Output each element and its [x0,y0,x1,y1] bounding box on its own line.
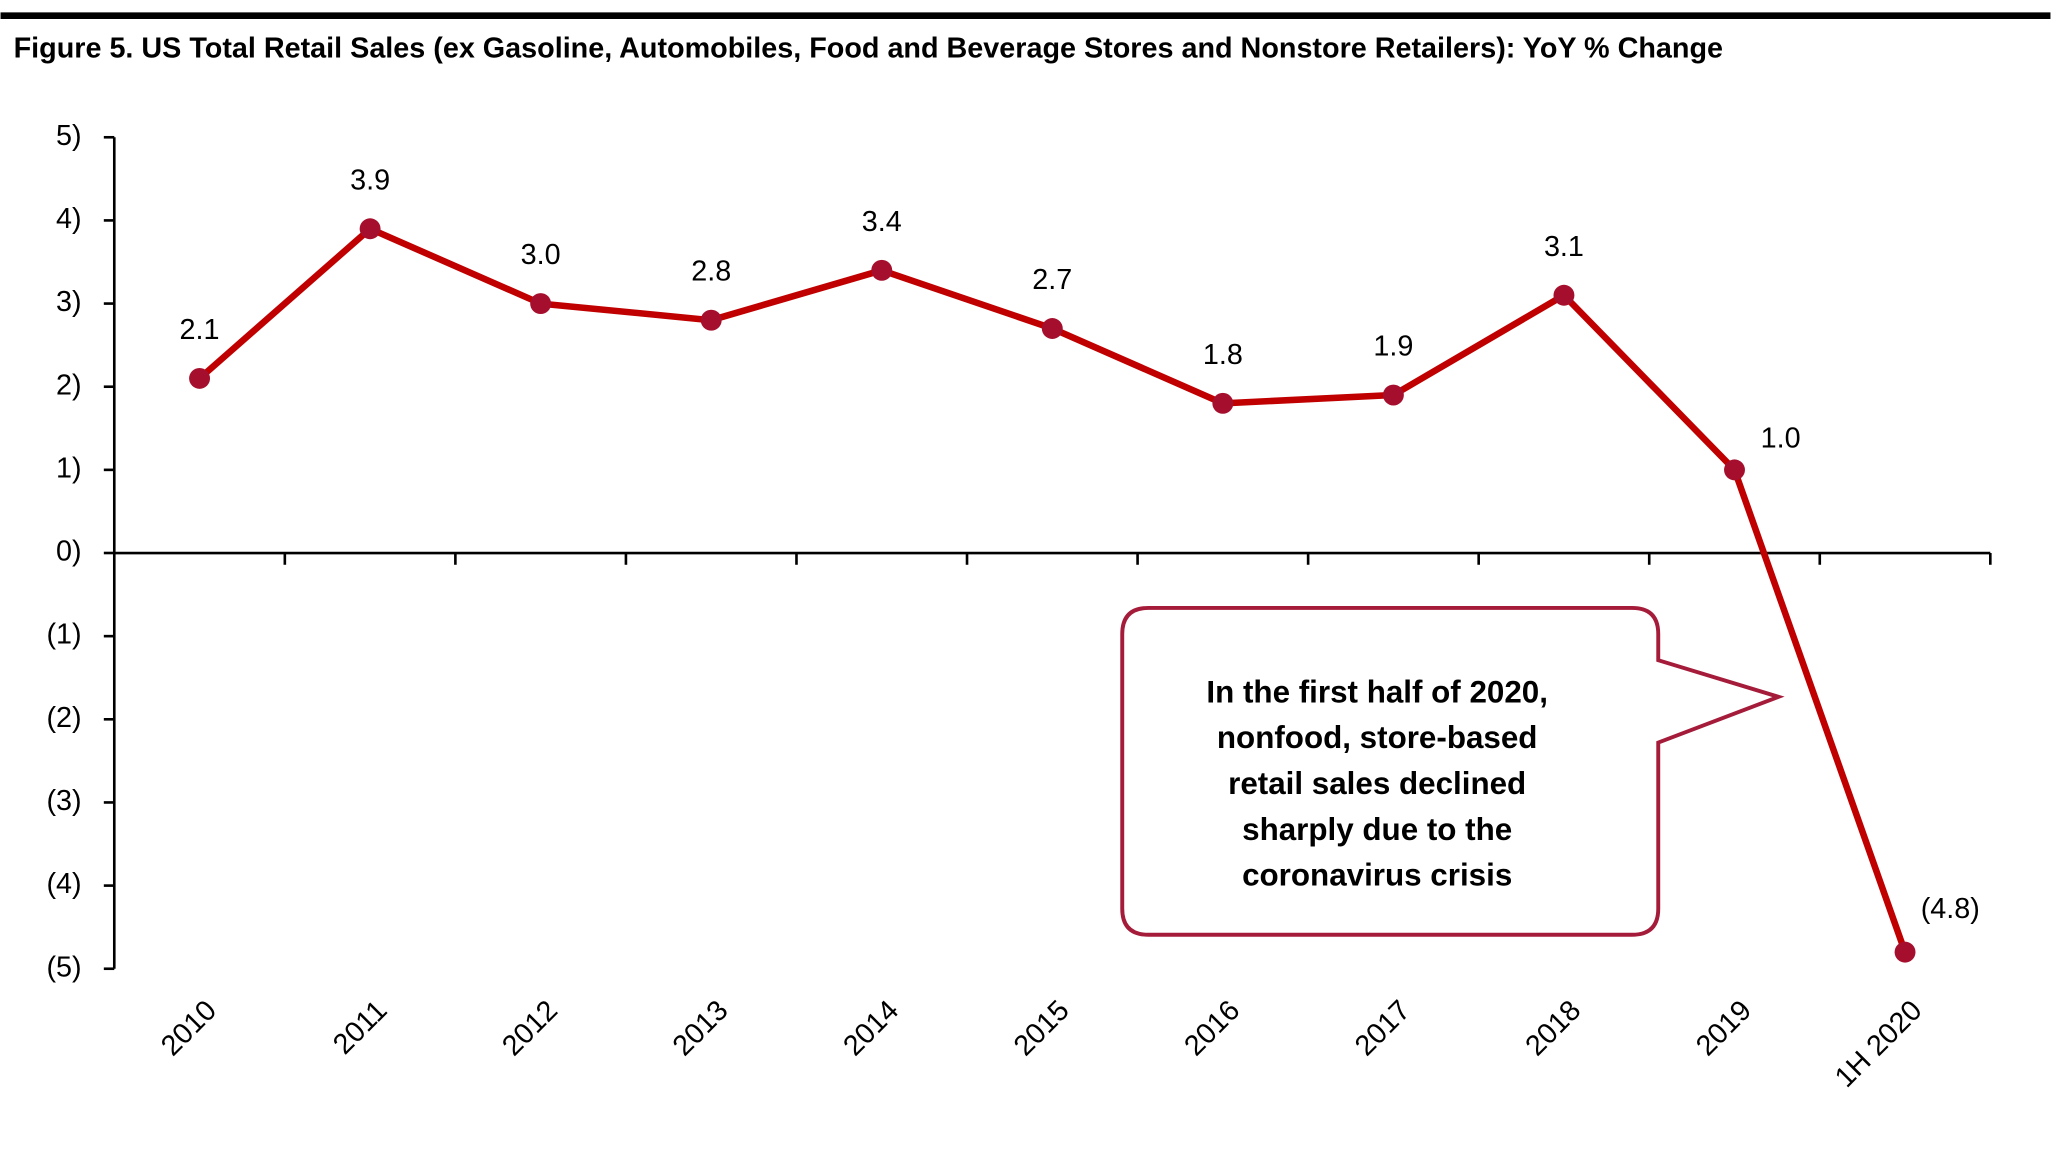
annotation-line: sharply due to the [1242,812,1512,847]
y-tick-label: (2) [46,702,81,734]
marker [189,367,211,389]
marker [1553,284,1575,306]
marker [1041,318,1063,339]
y-tick-label: (1) [46,619,81,651]
marker [700,309,722,331]
marker [1212,392,1234,414]
y-tick-label: (5) [46,951,81,983]
data-label: 3.0 [521,239,561,271]
chart-title: Figure 5. US Total Retail Sales (ex Gaso… [14,33,1723,65]
y-tick-label: 1) [56,452,82,484]
data-label: 3.9 [350,164,390,196]
data-label: 3.1 [1544,231,1584,263]
y-tick-label: (4) [46,868,81,900]
callout [1120,605,1785,937]
marker [1894,941,1916,963]
data-label: 1.0 [1761,422,1801,454]
data-label: 1.9 [1373,331,1413,363]
y-tick-label: 5) [56,120,82,152]
marker [530,293,552,315]
annotation-line: coronavirus crisis [1242,858,1512,893]
data-label: 3.4 [862,206,902,238]
marker [871,259,893,281]
marker [359,218,381,240]
annotation-line: retail sales declined [1228,766,1526,801]
data-label: (4.8) [1921,893,1980,925]
data-label: 2.8 [691,256,731,288]
y-tick-label: (3) [46,785,81,817]
y-tick-label: 4) [56,203,82,235]
data-label: 2.7 [1032,264,1072,296]
y-tick-label: 3) [56,286,82,318]
data-label: 2.1 [180,314,220,346]
y-tick-label: 0) [56,536,82,568]
marker [1382,384,1404,406]
marker [1724,459,1745,481]
y-tick-label: 2) [56,369,82,401]
annotation: In the first half of 2020, nonfood, store… [1206,674,1548,892]
annotation-line: In the first half of 2020, [1206,674,1548,709]
annotation-line: nonfood, store-based [1217,720,1538,755]
data-label: 1.8 [1203,339,1243,371]
